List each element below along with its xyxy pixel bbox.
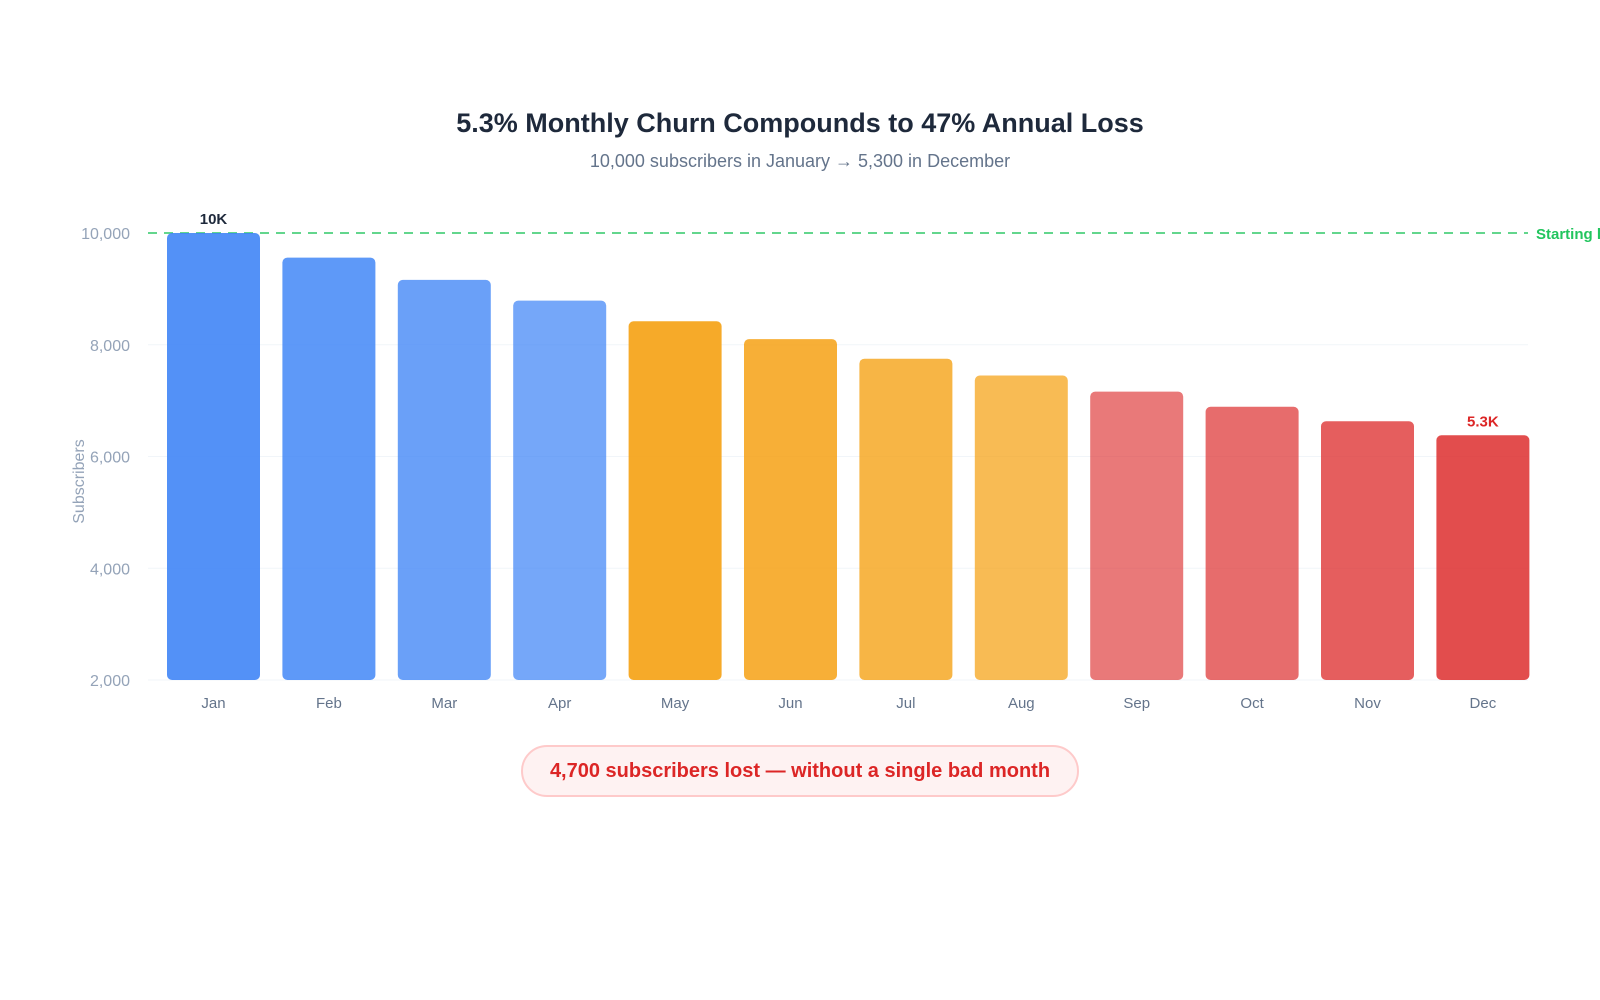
x-tick-label: Apr xyxy=(548,695,571,712)
bar-jun xyxy=(744,339,837,680)
x-tick-label: Mar xyxy=(431,695,457,712)
bar-aug xyxy=(974,375,1068,680)
x-tick-label: Jun xyxy=(778,695,802,712)
x-tick-label: Nov xyxy=(1354,695,1381,712)
chart-title: 5.3% Monthly Churn Compounds to 47% Annu… xyxy=(456,108,1144,138)
bar-jan xyxy=(167,233,260,680)
loss-callout: 4,700 subscribers lost — without a singl… xyxy=(521,745,1079,797)
x-tick-label: Oct xyxy=(1240,695,1264,712)
bar-mar xyxy=(397,279,491,680)
bar-oct xyxy=(1205,406,1299,680)
y-tick-label: 2,000 xyxy=(90,673,130,690)
x-tick-label: Jan xyxy=(201,695,225,712)
y-tick-label: 6,000 xyxy=(90,450,130,467)
bars xyxy=(167,233,1530,680)
x-tick-label: Sep xyxy=(1123,695,1150,712)
chart-subtitle: 10,000 subscribers in January → 5,300 in… xyxy=(589,151,1011,171)
x-tick-label: Jul xyxy=(896,695,915,712)
bar-jul xyxy=(859,358,953,680)
y-axis-title: Subscribers xyxy=(71,439,88,523)
x-tick-label: Aug xyxy=(1008,695,1035,712)
bar-may xyxy=(628,321,722,680)
y-tick-label: 10,000 xyxy=(81,226,130,243)
y-tick-label: 4,000 xyxy=(90,561,130,578)
labels: 2,000 4,000 6,000 8,000 10,000 Subscribers Jan… xyxy=(71,211,1499,712)
x-tick-label: Feb xyxy=(316,695,342,712)
y-tick-label: 8,000 xyxy=(90,338,130,355)
reference-line-label: Starting l xyxy=(1536,226,1600,243)
reference-line-group: Starting l xyxy=(148,226,1600,243)
x-tick-label: Dec xyxy=(1470,695,1497,712)
data-label: 10K xyxy=(200,211,228,228)
bar-feb xyxy=(282,257,376,680)
bar-sep xyxy=(1090,391,1184,680)
bar-apr xyxy=(513,300,607,680)
bar-dec xyxy=(1436,435,1530,680)
data-label: 5.3K xyxy=(1467,413,1499,430)
x-tick-label: May xyxy=(661,695,690,712)
bar-nov xyxy=(1321,421,1414,680)
